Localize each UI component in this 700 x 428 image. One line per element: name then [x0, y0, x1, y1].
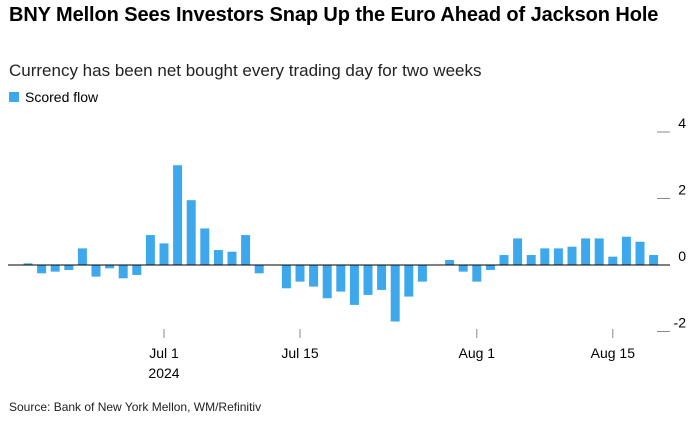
x-tick-sublabel: 2024: [148, 365, 179, 381]
bar: [390, 265, 400, 322]
bar: [349, 265, 359, 305]
chart-legend: Scored flow: [9, 88, 98, 106]
bar: [594, 238, 604, 265]
bar: [50, 265, 60, 272]
bar: [64, 265, 74, 270]
bar: [472, 265, 482, 282]
bar: [281, 265, 291, 289]
bar: [254, 265, 264, 274]
bar: [567, 246, 577, 265]
legend-swatch: [9, 92, 19, 102]
bar: [241, 235, 251, 265]
bar: [159, 243, 169, 265]
y-tick-label: 0: [678, 248, 686, 264]
bar: [336, 265, 346, 292]
legend-label: Scored flow: [25, 89, 99, 105]
bar: [377, 265, 387, 290]
bar: [118, 265, 128, 279]
chart-subtitle: Currency has been net bought every tradi…: [9, 61, 482, 80]
bar: [649, 255, 659, 265]
bar: [540, 248, 550, 265]
bar: [458, 265, 468, 272]
bar: [91, 265, 101, 277]
bar: [322, 265, 332, 299]
x-tick-label: Aug 15: [591, 345, 636, 361]
y-tick-label: 4: [678, 115, 686, 131]
x-tick-label: Jul 15: [281, 345, 319, 361]
y-tick-label: 2: [678, 182, 686, 198]
bar: [526, 255, 536, 265]
bar: [213, 250, 223, 265]
bar: [445, 260, 455, 265]
bar: [635, 241, 645, 265]
bar: [485, 265, 495, 270]
bar: [553, 248, 563, 265]
bar: [621, 236, 631, 265]
bar: [404, 265, 414, 297]
bar: [295, 265, 305, 282]
bar: [499, 255, 509, 265]
chart-title: BNY Mellon Sees Investors Snap Up the Eu…: [9, 4, 659, 26]
bar: [417, 265, 427, 282]
source-note: Source: Bank of New York Mellon, WM/Refi…: [9, 400, 262, 414]
bar: [23, 263, 33, 265]
bar: [363, 265, 373, 295]
x-tick-label: Jul 1: [149, 345, 179, 361]
bar: [132, 265, 142, 275]
bar: [173, 165, 183, 265]
bar: [105, 265, 115, 269]
bar: [186, 200, 196, 265]
bar: [77, 248, 87, 265]
y-tick-label: -2: [674, 315, 687, 331]
x-tick-label: Aug 1: [459, 345, 496, 361]
bar: [581, 238, 591, 265]
bar: [227, 251, 237, 265]
bar: [309, 265, 319, 287]
bar: [513, 238, 523, 265]
bar: [608, 256, 618, 265]
bar: [145, 235, 155, 265]
bar: [37, 265, 47, 274]
bar: [200, 228, 210, 265]
